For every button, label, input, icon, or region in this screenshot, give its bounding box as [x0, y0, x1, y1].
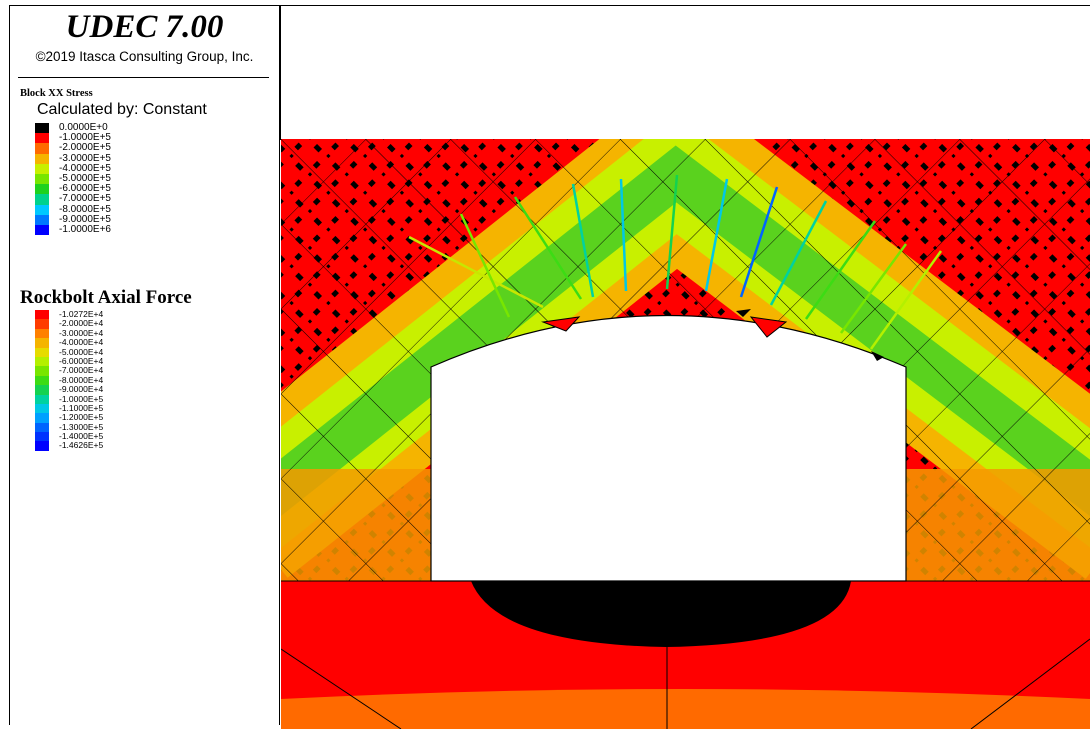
legend-label: -6.0000E+4 [59, 355, 104, 366]
rockbolt [869, 250, 943, 350]
rockbolt [739, 186, 779, 298]
legend-label: -3.0000E+5 [59, 152, 111, 164]
legend-label: -4.0000E+4 [59, 337, 104, 348]
legend-label: -1.1000E+5 [59, 402, 104, 413]
legend-label: -9.0000E+5 [59, 213, 111, 225]
legend-swatch [35, 173, 49, 185]
rockbolt [571, 183, 595, 298]
legend-swatch [35, 224, 49, 236]
rock-mass [281, 139, 1090, 729]
rockbolt [619, 178, 628, 292]
roof-wedge [541, 316, 581, 332]
app-title: UDEC 7.00 [65, 9, 224, 45]
legend-swatch [35, 347, 49, 357]
legend-swatch [35, 385, 49, 395]
copyright-text: ©2019 Itasca Consulting Group, Inc. [35, 49, 254, 64]
legend-swatch [35, 441, 49, 451]
legend-label: -1.2000E+5 [59, 412, 104, 423]
legend-swatch [35, 310, 49, 320]
legend-swatch [35, 163, 49, 174]
rockbolt-legend-title: Rockbolt Axial Force [20, 287, 192, 308]
floor-low-stress-zone [471, 581, 851, 647]
legend-swatch [35, 133, 49, 144]
rockbolt [704, 178, 729, 292]
legend-label: -2.0000E+4 [59, 318, 104, 329]
legend-label: -1.3000E+5 [59, 421, 104, 432]
legend-swatch [35, 422, 49, 433]
legend-label: -7.0000E+5 [59, 193, 111, 205]
roof-wedge [871, 351, 884, 361]
legend-label: -7.0000E+4 [59, 365, 104, 376]
legend-swatch [35, 153, 49, 164]
legend-label: 0.0000E+0 [59, 122, 108, 133]
rockbolt [665, 174, 679, 290]
plot-left-border [280, 5, 281, 140]
model-plot [281, 139, 1090, 729]
calculated-by-label: Calculated by: Constant [37, 101, 207, 118]
rockbolt [408, 235, 544, 309]
tunnel-opening [430, 314, 907, 582]
rockbolt [769, 200, 828, 306]
legend-label: -1.0272E+4 [59, 309, 104, 319]
legend-swatch [35, 319, 49, 329]
legend-label: -1.0000E+5 [59, 393, 104, 404]
legend-panel: UDEC 7.00 ©2019 Itasca Consulting Group,… [9, 5, 280, 725]
legend-swatch [35, 143, 49, 154]
legend-label: -1.4626E+5 [59, 440, 104, 451]
legend-label: -5.0000E+5 [59, 172, 111, 184]
legend-swatch [35, 413, 49, 423]
legend-label: -2.0000E+5 [59, 142, 111, 154]
legend-swatch [35, 338, 49, 348]
plot-top-border [280, 5, 1090, 6]
legend-swatch [35, 123, 49, 134]
floor-joint [970, 638, 1090, 729]
floor-bottom-band [281, 689, 1090, 729]
block-stress-legend-title: Block XX Stress [20, 88, 93, 99]
legend-swatch [35, 214, 49, 225]
legend-label: -1.4000E+5 [59, 431, 104, 442]
rockbolt [513, 196, 583, 300]
legend-swatch [35, 356, 49, 367]
title-divider [18, 77, 269, 78]
rockbolt [459, 213, 511, 318]
legend-swatch [35, 394, 49, 404]
legend-swatch [35, 184, 49, 195]
rockbolt [804, 220, 877, 320]
legend-swatch [35, 403, 49, 414]
legend-label: -6.0000E+5 [59, 183, 111, 195]
legend-swatch [35, 432, 49, 442]
legend-label: -1.0000E+5 [59, 132, 111, 144]
legend-label: -5.0000E+4 [59, 346, 104, 357]
legend-label: -8.0000E+4 [59, 374, 104, 385]
legend-label: -8.0000E+5 [59, 203, 111, 215]
legend-swatch [35, 375, 49, 386]
legend-label: -1.0000E+6 [59, 223, 111, 235]
legend-swatch [35, 204, 49, 215]
legend-swatch [35, 328, 49, 339]
legend-label: -9.0000E+4 [59, 384, 104, 395]
rockbolt [839, 243, 908, 334]
legend-swatch [35, 194, 49, 205]
roof-wedge [749, 316, 788, 338]
legend-label: -4.0000E+5 [59, 162, 111, 174]
legend-swatch [35, 366, 49, 376]
floor-joint [281, 648, 402, 729]
legend-label: -3.0000E+4 [59, 327, 104, 338]
roof-wedge [736, 309, 751, 317]
